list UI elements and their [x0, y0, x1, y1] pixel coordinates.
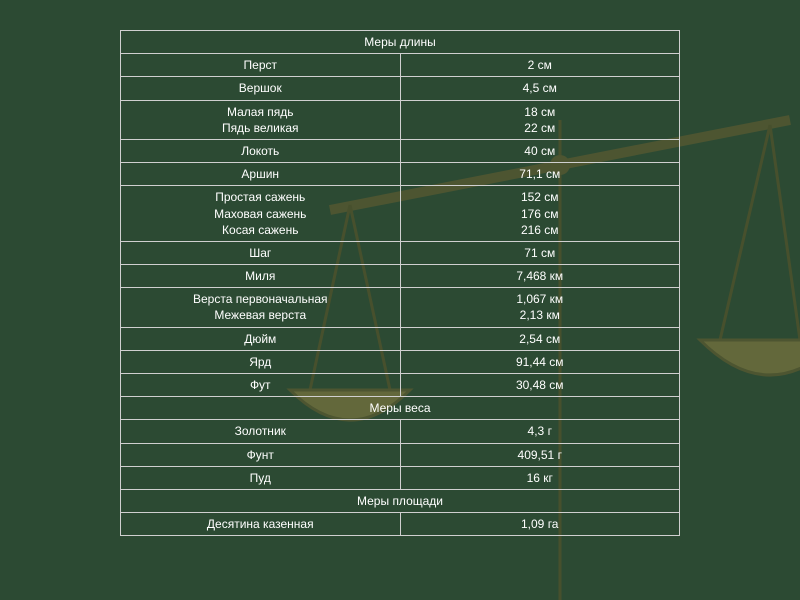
unit-value-cell: 4,5 см: [400, 77, 680, 100]
unit-value-cell: 7,468 км: [400, 265, 680, 288]
section-header: Меры веса: [121, 397, 680, 420]
unit-value-cell: 2 см: [400, 54, 680, 77]
table-row: Верста первоначальнаяМежевая верста1,067…: [121, 288, 680, 327]
unit-name-cell: Аршин: [121, 163, 401, 186]
unit-name-cell: Пуд: [121, 466, 401, 489]
table-row: Фут30,48 см: [121, 374, 680, 397]
table-row: Вершок4,5 см: [121, 77, 680, 100]
unit-name-cell: Десятина казенная: [121, 513, 401, 536]
unit-value-cell: 2,54 см: [400, 327, 680, 350]
unit-name-cell: Миля: [121, 265, 401, 288]
unit-name-cell: Верста первоначальнаяМежевая верста: [121, 288, 401, 327]
unit-value-cell: 91,44 см: [400, 350, 680, 373]
table-row: Простая саженьМаховая саженьКосая сажень…: [121, 186, 680, 242]
unit-name-cell: Вершок: [121, 77, 401, 100]
unit-value-cell: 71,1 см: [400, 163, 680, 186]
table-row: Золотник4,3 г: [121, 420, 680, 443]
unit-value-cell: 152 см176 см216 см: [400, 186, 680, 242]
unit-value-cell: 409,51 г: [400, 443, 680, 466]
unit-value-cell: 18 см22 см: [400, 100, 680, 139]
table-row: Десятина казенная1,09 га: [121, 513, 680, 536]
unit-name-cell: Дюйм: [121, 327, 401, 350]
units-table-container: Меры длиныПерст2 смВершок4,5 смМалая пяд…: [120, 30, 680, 536]
unit-name-cell: Ярд: [121, 350, 401, 373]
section-header: Меры площади: [121, 489, 680, 512]
table-row: Пуд16 кг: [121, 466, 680, 489]
unit-name-cell: Перст: [121, 54, 401, 77]
unit-name-cell: Золотник: [121, 420, 401, 443]
table-row: Локоть40 см: [121, 139, 680, 162]
table-row: Шаг71 см: [121, 241, 680, 264]
unit-value-cell: 30,48 см: [400, 374, 680, 397]
table-row: Миля7,468 км: [121, 265, 680, 288]
table-row: Фунт409,51 г: [121, 443, 680, 466]
unit-name-cell: Малая пядьПядь великая: [121, 100, 401, 139]
unit-value-cell: 16 кг: [400, 466, 680, 489]
unit-value-cell: 1,067 км2,13 км: [400, 288, 680, 327]
unit-value-cell: 71 см: [400, 241, 680, 264]
unit-name-cell: Фунт: [121, 443, 401, 466]
unit-value-cell: 4,3 г: [400, 420, 680, 443]
table-row: Малая пядьПядь великая18 см22 см: [121, 100, 680, 139]
unit-name-cell: Шаг: [121, 241, 401, 264]
table-row: Аршин71,1 см: [121, 163, 680, 186]
table-row: Перст2 см: [121, 54, 680, 77]
unit-name-cell: Фут: [121, 374, 401, 397]
section-title: Меры длины: [121, 31, 680, 54]
unit-value-cell: 40 см: [400, 139, 680, 162]
units-table: Меры длиныПерст2 смВершок4,5 смМалая пяд…: [120, 30, 680, 536]
table-row: Ярд91,44 см: [121, 350, 680, 373]
unit-name-cell: Простая саженьМаховая саженьКосая сажень: [121, 186, 401, 242]
section-title: Меры веса: [121, 397, 680, 420]
unit-value-cell: 1,09 га: [400, 513, 680, 536]
table-row: Дюйм2,54 см: [121, 327, 680, 350]
section-header: Меры длины: [121, 31, 680, 54]
section-title: Меры площади: [121, 489, 680, 512]
unit-name-cell: Локоть: [121, 139, 401, 162]
